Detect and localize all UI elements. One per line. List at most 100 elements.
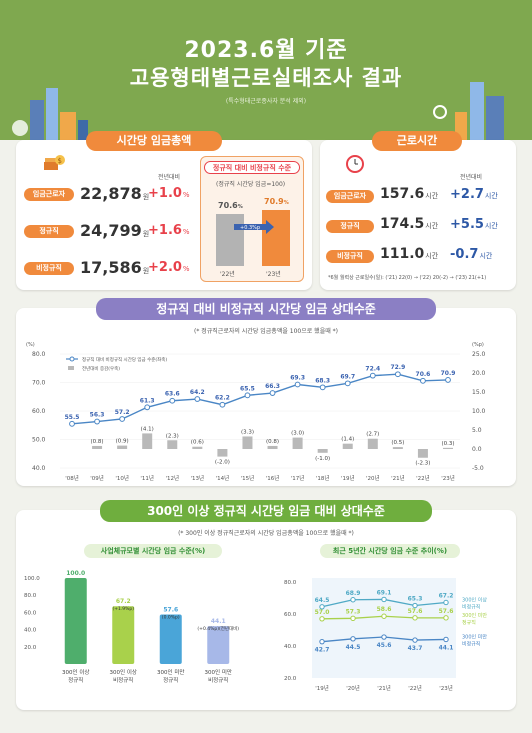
firm-line-point	[381, 613, 387, 619]
trend-point	[69, 420, 75, 427]
firm-bar-value: 44.1	[211, 618, 226, 625]
hours-row2-value: 174.5시간	[380, 216, 439, 232]
firm-bar	[112, 606, 135, 664]
firm-bar-category-line1: 300인 이상	[62, 668, 89, 676]
trend-x-tick: '08년	[65, 474, 79, 482]
firm-bar-category-line1: 300인 미만	[157, 668, 184, 676]
firm-bar	[64, 578, 87, 664]
legend-bar-swatch	[68, 366, 74, 370]
firm-line-point-label: 57.0	[315, 609, 330, 616]
firm-line-point	[350, 597, 356, 603]
trend-x-tick: '21년	[391, 474, 405, 482]
hours-row1-label: 임금근로자	[326, 190, 374, 203]
firm-line-point-label: 69.1	[377, 589, 392, 596]
trend-point	[294, 381, 301, 388]
firm-bar-category-line1: 300인 이상	[110, 668, 137, 676]
trend-point	[319, 384, 326, 391]
firm-bar-change: (+0.4%p)(전년대비)	[197, 625, 239, 632]
wage-row2-change: +1.6%	[148, 223, 190, 238]
trend-bar-label: (-1.0)	[315, 456, 330, 462]
trend-y2-tick: 25.0	[472, 351, 486, 358]
firm-line-point-label: 57.6	[408, 608, 423, 615]
trend-point-label: 65.5	[240, 385, 255, 392]
ratio-bar-22	[216, 214, 244, 266]
trend-bar	[342, 443, 353, 449]
ratio-value-22: 70.6%	[218, 201, 243, 210]
wage-ribbon: 시간당 임금총액	[86, 131, 222, 151]
ratio-arrow	[234, 220, 274, 234]
firm-line-point	[412, 615, 418, 621]
wage-compare-label: 전년대비	[158, 174, 181, 181]
firm-ribbon: 300인 이상 정규직 시간당 임금 대비 상대수준	[100, 500, 432, 522]
trend-bar	[367, 438, 378, 449]
firm-line-point-label: 45.6	[377, 642, 392, 649]
trend-x-tick: '22년	[416, 474, 430, 482]
firm-line-point-label: 44.5	[346, 644, 361, 651]
firm-line-plot-bg	[312, 578, 456, 678]
trend-point	[119, 416, 126, 422]
firm-line-x-tick: '21년	[377, 684, 391, 692]
ratio-label-22: '22년	[220, 270, 235, 278]
trend-point	[269, 390, 276, 396]
firm-line-point-label: 57.3	[346, 608, 361, 615]
firm-line-point	[412, 602, 418, 609]
trend-y-tick: 40.0	[32, 465, 46, 472]
firm-bar-category-line2: 비정규직	[208, 676, 228, 684]
legend-line-label: 정규직 대비 비정규직 시간당 임금 수준(좌축)	[82, 356, 167, 363]
ratio-arrow-text: +0.3%p	[240, 225, 260, 231]
firm-line-point	[350, 636, 356, 642]
trend-bar-label: (0.8)	[266, 439, 279, 445]
firm-line-point	[381, 596, 387, 603]
firm-bar	[207, 626, 230, 664]
firm-line-y-tick: 60.0	[284, 612, 297, 618]
trend-x-tick: '10년	[115, 474, 129, 482]
trend-bar	[92, 445, 103, 449]
main-title-line2: 고용형태별근로실태조사 결과	[129, 66, 403, 90]
firm-bar-value: 67.2	[116, 598, 131, 605]
firm-line-point	[319, 604, 325, 610]
legend-line-marker	[69, 356, 75, 362]
trend-bar	[292, 437, 303, 449]
trend-point-label: 62.2	[215, 395, 230, 402]
trend-bar	[217, 449, 228, 457]
hours-ribbon: 근로시간	[372, 131, 462, 151]
trend-bar	[167, 440, 178, 449]
firm-line-point-label: 58.6	[377, 606, 392, 613]
trend-y2-tick: -5.0	[472, 465, 484, 472]
trend-y-tick: 50.0	[32, 437, 46, 444]
firm-line-point	[319, 616, 325, 622]
title-note: (특수형태근로종사자 분석 제외)	[225, 98, 307, 105]
trend-point-label: 72.9	[390, 364, 405, 371]
hours-row1-value: 157.6시간	[380, 186, 439, 202]
wage-row3-label: 비정규직	[24, 262, 74, 275]
trend-point-label: 64.2	[190, 389, 205, 396]
firm-line-x-tick: '19년	[315, 684, 329, 692]
firm-line-series-name-2: 정규직	[462, 619, 476, 626]
trend-bar	[142, 433, 153, 449]
firm-line-series-name-1: 300인 미만	[462, 633, 487, 640]
trend-x-tick: '19년	[341, 474, 355, 482]
firm-bar-y-tick: 60.0	[24, 610, 37, 616]
trend-left-unit: (%)	[26, 342, 35, 348]
trend-bar	[443, 447, 453, 449]
trend-bar	[242, 436, 253, 449]
firm-line-series-name-2: 비정규직	[462, 603, 480, 610]
firm-bar-value: 100.0	[66, 570, 85, 577]
firm-bar-category-line2: 비정규직	[113, 676, 133, 684]
firm-line-point-label: 64.5	[315, 597, 330, 604]
trend-x-tick: '16년	[266, 474, 280, 482]
firm-bar-value: 57.6	[163, 606, 178, 613]
trend-bar	[417, 449, 428, 458]
firm-line-x-tick: '22년	[408, 684, 422, 692]
firm-line-point	[350, 615, 356, 622]
trend-point-label: 61.3	[140, 397, 155, 404]
firm-line-y-tick: 20.0	[284, 676, 297, 682]
trend-x-tick: '14년	[216, 474, 230, 482]
trend-x-tick: '20년	[366, 474, 380, 482]
trend-point	[244, 392, 251, 399]
trend-point	[445, 377, 451, 383]
trend-point-label: 72.4	[365, 366, 380, 373]
trend-point-label: 70.6	[416, 371, 431, 378]
trend-y2-tick: 20.0	[472, 370, 486, 377]
trend-bar	[392, 447, 403, 449]
